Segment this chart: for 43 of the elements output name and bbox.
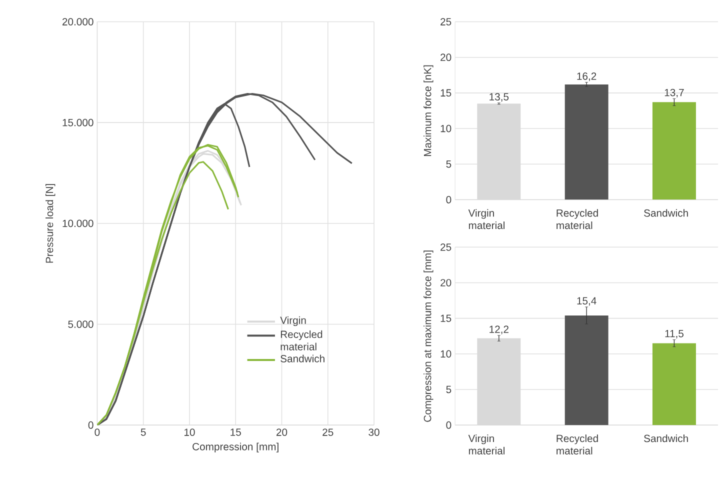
x-tick-label: 15 [230, 428, 241, 436]
y-tick-label: 10.000 [62, 220, 94, 227]
x-tick-label: 25 [322, 428, 334, 436]
y-tick-label: 20.000 [62, 18, 94, 26]
y-tick-label: 15 [440, 314, 452, 322]
x-tick-label: Virgin material [468, 208, 504, 229]
y-axis-title: Maximum force [nK] [424, 65, 434, 156]
y-tick-label: 15.000 [62, 118, 94, 126]
legend-label: Sandwich [280, 354, 324, 362]
y-tick-label: 20 [440, 53, 452, 61]
x-tick-label: Sandwich [644, 208, 688, 217]
y-tick-label: 25 [440, 243, 452, 251]
x-tick-label: 0 [94, 428, 100, 436]
data-label: 13,7 [664, 88, 684, 98]
y-tick-label: 20 [440, 278, 452, 286]
y-tick-label: 25 [440, 18, 452, 26]
y-tick-label: 10 [440, 350, 452, 358]
data-label: 15,4 [577, 297, 596, 306]
data-label: 16,2 [577, 72, 596, 81]
y-tick-label: 5 [446, 160, 452, 168]
data-label: 13,5 [490, 92, 509, 102]
y-tick-label: 5.000 [68, 320, 94, 328]
y-axis-title: Compression at maximum force [mm] [424, 250, 434, 422]
y-axis-title: Pressure load [N] [46, 184, 56, 262]
y-tick-label: 0 [446, 421, 452, 429]
data-label: 12,2 [490, 325, 508, 334]
y-tick-label: 10 [440, 124, 452, 132]
x-tick-label: Virgin material [468, 434, 504, 454]
y-tick-label: 0 [88, 421, 94, 429]
x-tick-label: 30 [368, 428, 380, 436]
data-label: 11,5 [665, 330, 684, 338]
legend-label: Virgin [280, 316, 306, 326]
legend-label: Recycled material [280, 330, 322, 350]
y-tick-label: 15 [440, 89, 452, 96]
x-tick-label: Recycled material [556, 208, 598, 229]
x-tick-label: 20 [276, 428, 288, 436]
y-tick-label: 5 [446, 386, 452, 393]
x-tick-label: 5 [140, 428, 146, 436]
x-tick-label: Recycled material [556, 434, 598, 454]
x-tick-label: Sandwich [644, 434, 688, 442]
x-axis-title: Compression [mm] [192, 442, 278, 452]
y-tick-label: 0 [446, 196, 452, 204]
x-tick-label: 10 [184, 428, 195, 436]
